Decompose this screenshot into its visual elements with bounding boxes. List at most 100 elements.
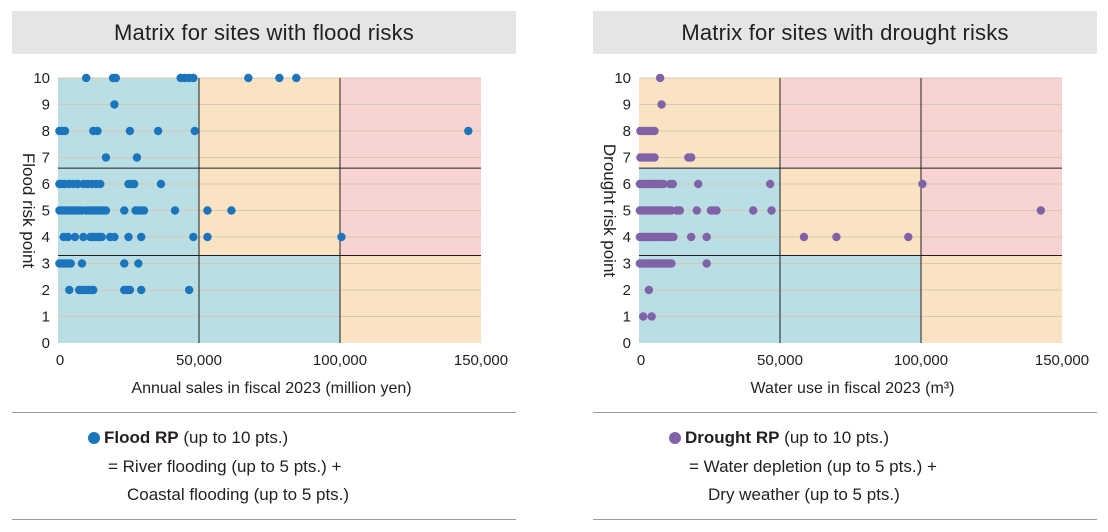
flood-zone-low [58,255,199,343]
drought-data-point [669,232,678,242]
drought-data-point [657,100,666,109]
flood-data-point [244,73,253,83]
flood-y-tick-label: 10 [33,70,50,87]
flood-zone-high [340,168,481,256]
flood-y-tick-label: 9 [42,97,50,114]
drought-x-tick-label: 150,000 [1035,352,1089,369]
drought-data-point [667,259,676,268]
flood-data-point [203,232,212,242]
flood-data-point [156,179,166,189]
flood-data-point [82,73,91,83]
flood-legend-formula-line2: Coastal flooding (up to 5 pts.) [127,485,350,504]
drought-y-tick-label: 2 [623,282,631,299]
flood-zone-mid [199,78,340,169]
flood-data-point [79,232,88,242]
flood-data-point [77,259,87,268]
flood-data-point [125,285,135,295]
flood-x-tick-label: 100,000 [313,352,367,369]
drought-zone-mid [639,78,780,169]
drought-legend-formula-line2: Dry weather (up to 5 pts.) [708,485,900,504]
flood-zone-high [340,78,481,169]
drought-legend-bottom-rule [593,519,1097,520]
drought-y-tick-label: 7 [623,150,631,167]
drought-x-tick-label: 0 [637,352,645,369]
drought-zone-low [780,255,921,343]
flood-data-point [139,206,149,215]
drought-zone-high [921,78,1062,169]
flood-data-point [101,206,111,215]
flood-zone-low [58,78,199,169]
flood-data-point [189,232,198,242]
flood-data-point [170,206,180,215]
flood-data-point [292,73,301,83]
drought-data-point [647,312,656,321]
drought-zone-high [780,78,921,169]
flood-data-point [132,153,142,162]
flood-data-point [153,126,163,136]
flood-data-point [120,206,129,215]
drought-y-tick-label: 9 [623,97,631,114]
flood-data-point [70,232,80,242]
drought-y-tick-label: 0 [623,335,631,352]
flood-data-point [97,232,106,242]
drought-legend-top-rule [593,412,1097,413]
flood-risk-scatter-plot: 0 1 2 3 4 5 6 7 8 9 10 0 50,000 100,000 150,000 Annual … [19,70,508,397]
flood-legend-dot-icon [88,432,100,444]
drought-data-point [675,206,685,215]
flood-y-tick-label: 4 [42,229,50,246]
drought-x-tick-label: 50,000 [757,352,803,369]
drought-data-point [832,232,841,242]
flood-y-axis-title: Flood risk point [19,153,38,269]
flood-x-tick-label: 150,000 [454,352,508,369]
flood-data-point [189,73,198,83]
flood-y-tick-label: 7 [42,150,50,167]
drought-y-tick-label: 5 [623,203,631,220]
drought-y-axis-title: Drought risk point [600,144,619,278]
flood-data-point [203,206,212,215]
flood-y-tick-label: 3 [42,256,50,273]
flood-data-point [134,259,143,268]
drought-data-point [765,179,775,189]
drought-data-point [767,206,776,215]
flood-data-point [66,259,75,268]
drought-legend-label: Drought RP [685,428,780,447]
drought-risk-scatter-plot: 0 1 2 3 4 5 6 7 8 9 10 0 50,000 100,000 150,000 Water u… [600,70,1089,397]
drought-data-point [639,312,648,321]
flood-data-point [129,179,139,189]
drought-data-point [644,285,654,295]
flood-data-point [136,285,146,295]
flood-x-axis-title: Annual sales in fiscal 2023 (million yen… [131,380,411,397]
drought-data-point [686,232,696,242]
flood-data-point [101,153,111,162]
drought-y-tick-label: 4 [623,229,631,246]
drought-data-point [1036,206,1046,215]
flood-data-point [89,285,98,295]
drought-data-point [918,179,927,189]
flood-legend-bottom-rule [12,519,516,520]
drought-data-point [702,232,711,242]
flood-data-point [227,206,236,215]
drought-x-tick-label: 100,000 [894,352,948,369]
flood-x-tick-label: 50,000 [176,352,222,369]
drought-legend-dot-icon [669,432,681,444]
flood-y-tick-label: 8 [42,123,50,140]
flood-legend-label: Flood RP [104,428,179,447]
flood-y-tick-label: 2 [42,282,50,299]
drought-zone-low [639,255,780,343]
flood-data-point [96,179,105,189]
drought-data-point [655,73,665,83]
drought-y-tick-label: 6 [623,176,631,193]
flood-zone-low [199,255,340,343]
flood-legend-suffix: (up to 10 pts.) [178,428,289,447]
flood-data-point [136,232,146,242]
drought-x-axis-title: Water use in fiscal 2023 (m³) [751,380,955,397]
flood-data-point [110,100,119,109]
flood-data-point [120,259,129,268]
flood-x-tick-label: 0 [56,352,64,369]
flood-data-point [125,126,135,136]
flood-zone-mid [340,255,481,343]
drought-legend-formula-line1: = Water depletion (up to 5 pts.) + [689,457,937,476]
flood-matrix-panel: Matrix for sites with flood risks 0 1 2 3 4 5… [12,0,516,532]
drought-y-tick-label: 10 [614,70,631,87]
flood-legend-entry: Flood RP (up to 10 pts.) [88,424,288,452]
